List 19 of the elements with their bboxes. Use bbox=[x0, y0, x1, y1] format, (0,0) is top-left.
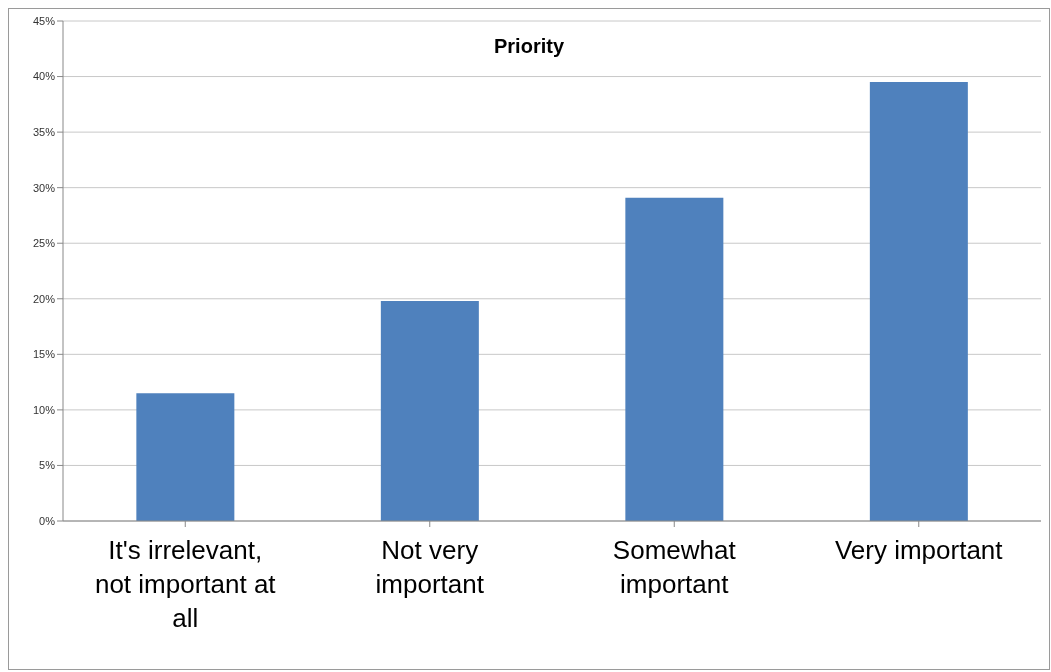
y-tick-label: 25% bbox=[32, 237, 56, 250]
bar bbox=[869, 82, 968, 521]
y-tick-label: 45% bbox=[32, 14, 56, 27]
y-tick-label: 5% bbox=[39, 459, 56, 472]
y-tick-label: 15% bbox=[32, 348, 56, 361]
x-tick-label: Not very important bbox=[375, 535, 485, 599]
x-tick-label: Somewhat important bbox=[612, 535, 737, 599]
bar bbox=[380, 301, 479, 521]
y-tick-label: 40% bbox=[32, 70, 56, 83]
y-tick-label: 30% bbox=[32, 181, 56, 194]
y-tick-label: 35% bbox=[32, 126, 56, 139]
text: Priority bbox=[493, 35, 565, 57]
y-tick-label: 10% bbox=[32, 403, 56, 416]
bar bbox=[625, 197, 724, 521]
y-tick-label: 0% bbox=[39, 514, 56, 527]
bar bbox=[136, 393, 235, 521]
x-tick-label: Very important bbox=[834, 535, 1004, 565]
x-tick-label: It's irrelevant, not important at all bbox=[94, 535, 277, 633]
y-tick-label: 20% bbox=[32, 292, 56, 305]
